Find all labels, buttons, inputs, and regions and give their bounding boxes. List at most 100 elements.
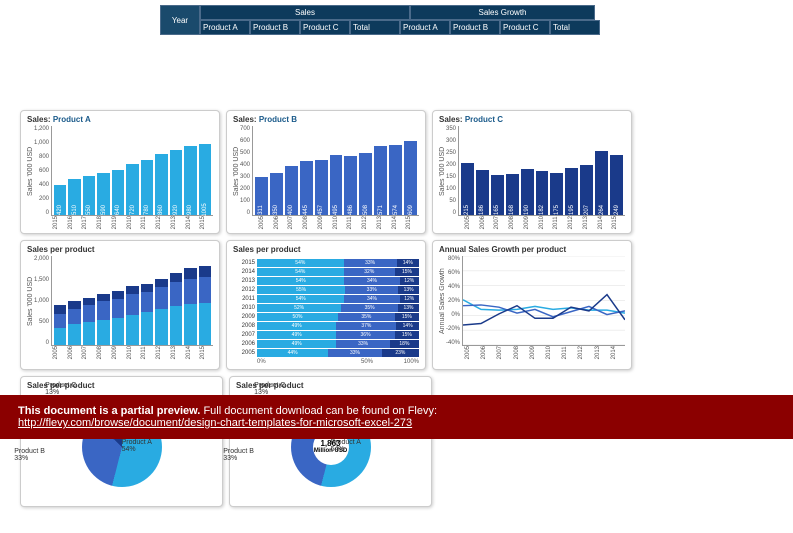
stacked-bar <box>199 266 211 345</box>
table-subcol: Total <box>550 20 600 35</box>
bar: 574 <box>389 145 402 215</box>
pie-slice-label: Product B33% <box>223 448 254 462</box>
bar: 920 <box>170 150 182 215</box>
x-category: 2018 <box>97 216 110 229</box>
col-group-growth: Sales Growth <box>410 5 595 20</box>
x-category: 2007 <box>494 216 507 229</box>
chart-hbar-share: Sales per product 201554%33%14%201454%32… <box>226 240 426 370</box>
bar: 190 <box>521 169 534 215</box>
bar: 168 <box>506 174 519 215</box>
bar: 510 <box>68 179 80 215</box>
hbar-row: 200849%37%14% <box>233 321 419 330</box>
stacked-bar <box>170 273 182 345</box>
x-category: 2015 <box>406 216 419 229</box>
x-category: 2011 <box>553 216 566 229</box>
x-category: 2010 <box>333 216 346 229</box>
bar: 860 <box>155 154 167 215</box>
pie-slice-label: Product C13% <box>45 382 76 396</box>
line-ylabel: Annual Sales Growth <box>439 256 446 346</box>
bar: 457 <box>315 160 328 215</box>
line-title: Annual Sales Growth per product <box>439 245 625 254</box>
chart-a-title-product: Product A <box>53 115 91 124</box>
bar: 780 <box>141 160 153 215</box>
x-category: 2012 <box>568 216 581 229</box>
preview-banner: This document is a partial preview. Full… <box>0 395 793 439</box>
col-year: Year <box>160 5 200 35</box>
pie-slice-label: Product C13% <box>254 382 285 396</box>
chart-sales-product-b: Sales: Product B Sales '000 USD 70060050… <box>226 110 426 234</box>
bar: 640 <box>112 170 124 215</box>
hbar-row: 201554%33%14% <box>233 258 419 267</box>
col-group-sales: Sales <box>200 5 410 20</box>
x-category: 2006 <box>274 216 287 229</box>
bar: 720 <box>126 164 138 215</box>
x-category: 2013 <box>171 216 184 229</box>
bar: 445 <box>300 161 313 215</box>
table-subcol: Total <box>350 20 400 35</box>
x-category: 2015 <box>200 216 213 229</box>
table-subcol: Product B <box>450 20 500 35</box>
hbar-row: 201052%35%13% <box>233 303 419 312</box>
bar: 215 <box>461 163 474 215</box>
chart-a-ylabel: Sales '000 USD <box>27 126 34 216</box>
bar: 609 <box>404 141 417 215</box>
chart-c-title-product: Product C <box>465 115 503 124</box>
pie-slice-label: Product B33% <box>14 448 45 462</box>
banner-link[interactable]: http://flevy.com/browse/document/design-… <box>18 417 412 429</box>
stacked-bar <box>126 286 138 345</box>
bar: 980 <box>184 146 196 215</box>
hbar-xtick-1: 50% <box>330 359 403 365</box>
chart-b-title-prefix: Sales: <box>233 115 257 124</box>
hbar-title: Sales per product <box>233 245 419 254</box>
bar: 508 <box>359 153 372 215</box>
pie-slice-label: Product A54% <box>122 439 152 453</box>
bar: 195 <box>565 168 578 215</box>
bar: 182 <box>536 171 549 215</box>
hbar-row: 200544%33%23% <box>233 348 419 357</box>
stacked-bar <box>184 268 196 345</box>
table-subcol: Product C <box>500 20 550 35</box>
x-category: 2009 <box>318 216 331 229</box>
hbar-row: 201454%32%15% <box>233 267 419 276</box>
banner-rest: Full document download can be found on F… <box>203 405 437 417</box>
x-category: 2008 <box>303 216 316 229</box>
bar: 486 <box>344 156 357 215</box>
bar: 495 <box>330 155 343 215</box>
stacked-bar <box>68 301 80 345</box>
x-category: 2014 <box>392 216 405 229</box>
bar: 1005 <box>199 144 211 215</box>
x-category: 2012 <box>362 216 375 229</box>
hbar-row: 200649%33%18% <box>233 339 419 348</box>
bar: 249 <box>610 155 623 215</box>
table-subcol: Product B <box>250 20 300 35</box>
banner-bold: This document is a partial preview. <box>18 405 200 417</box>
stacked-bar <box>83 298 95 345</box>
bar: 175 <box>550 173 563 216</box>
x-category: 2010 <box>539 216 552 229</box>
x-category: 2015 <box>53 216 66 229</box>
bar: 420 <box>54 185 66 215</box>
x-category: 2011 <box>347 216 360 229</box>
data-table-header: Year Sales Sales Growth Product AProduct… <box>160 5 600 35</box>
chart-sales-product-a: Sales: Product A Sales '000 USD 1,2001,0… <box>20 110 220 234</box>
x-category: 2012 <box>156 216 169 229</box>
hbar-row: 200749%36%15% <box>233 330 419 339</box>
x-category: 2013 <box>377 216 390 229</box>
x-category: 2005 <box>259 216 272 229</box>
hbar-row: 201255%33%13% <box>233 285 419 294</box>
stacked-bar <box>141 284 153 345</box>
hbar-row: 201154%34%12% <box>233 294 419 303</box>
chart-b-title-product: Product B <box>259 115 297 124</box>
x-category: 2016 <box>68 216 81 229</box>
bar: 590 <box>97 173 109 215</box>
bar: 186 <box>476 170 489 215</box>
table-subcol: Product A <box>200 20 250 35</box>
x-category: 2019 <box>112 216 125 229</box>
bar: 264 <box>595 151 608 215</box>
table-subcol: Product C <box>300 20 350 35</box>
bar: 311 <box>255 177 268 215</box>
x-category: 2017 <box>82 216 95 229</box>
chart-b-ylabel: Sales '000 USD <box>233 126 240 216</box>
x-category: 2010 <box>127 216 140 229</box>
stacked-title: Sales per product <box>27 245 213 254</box>
